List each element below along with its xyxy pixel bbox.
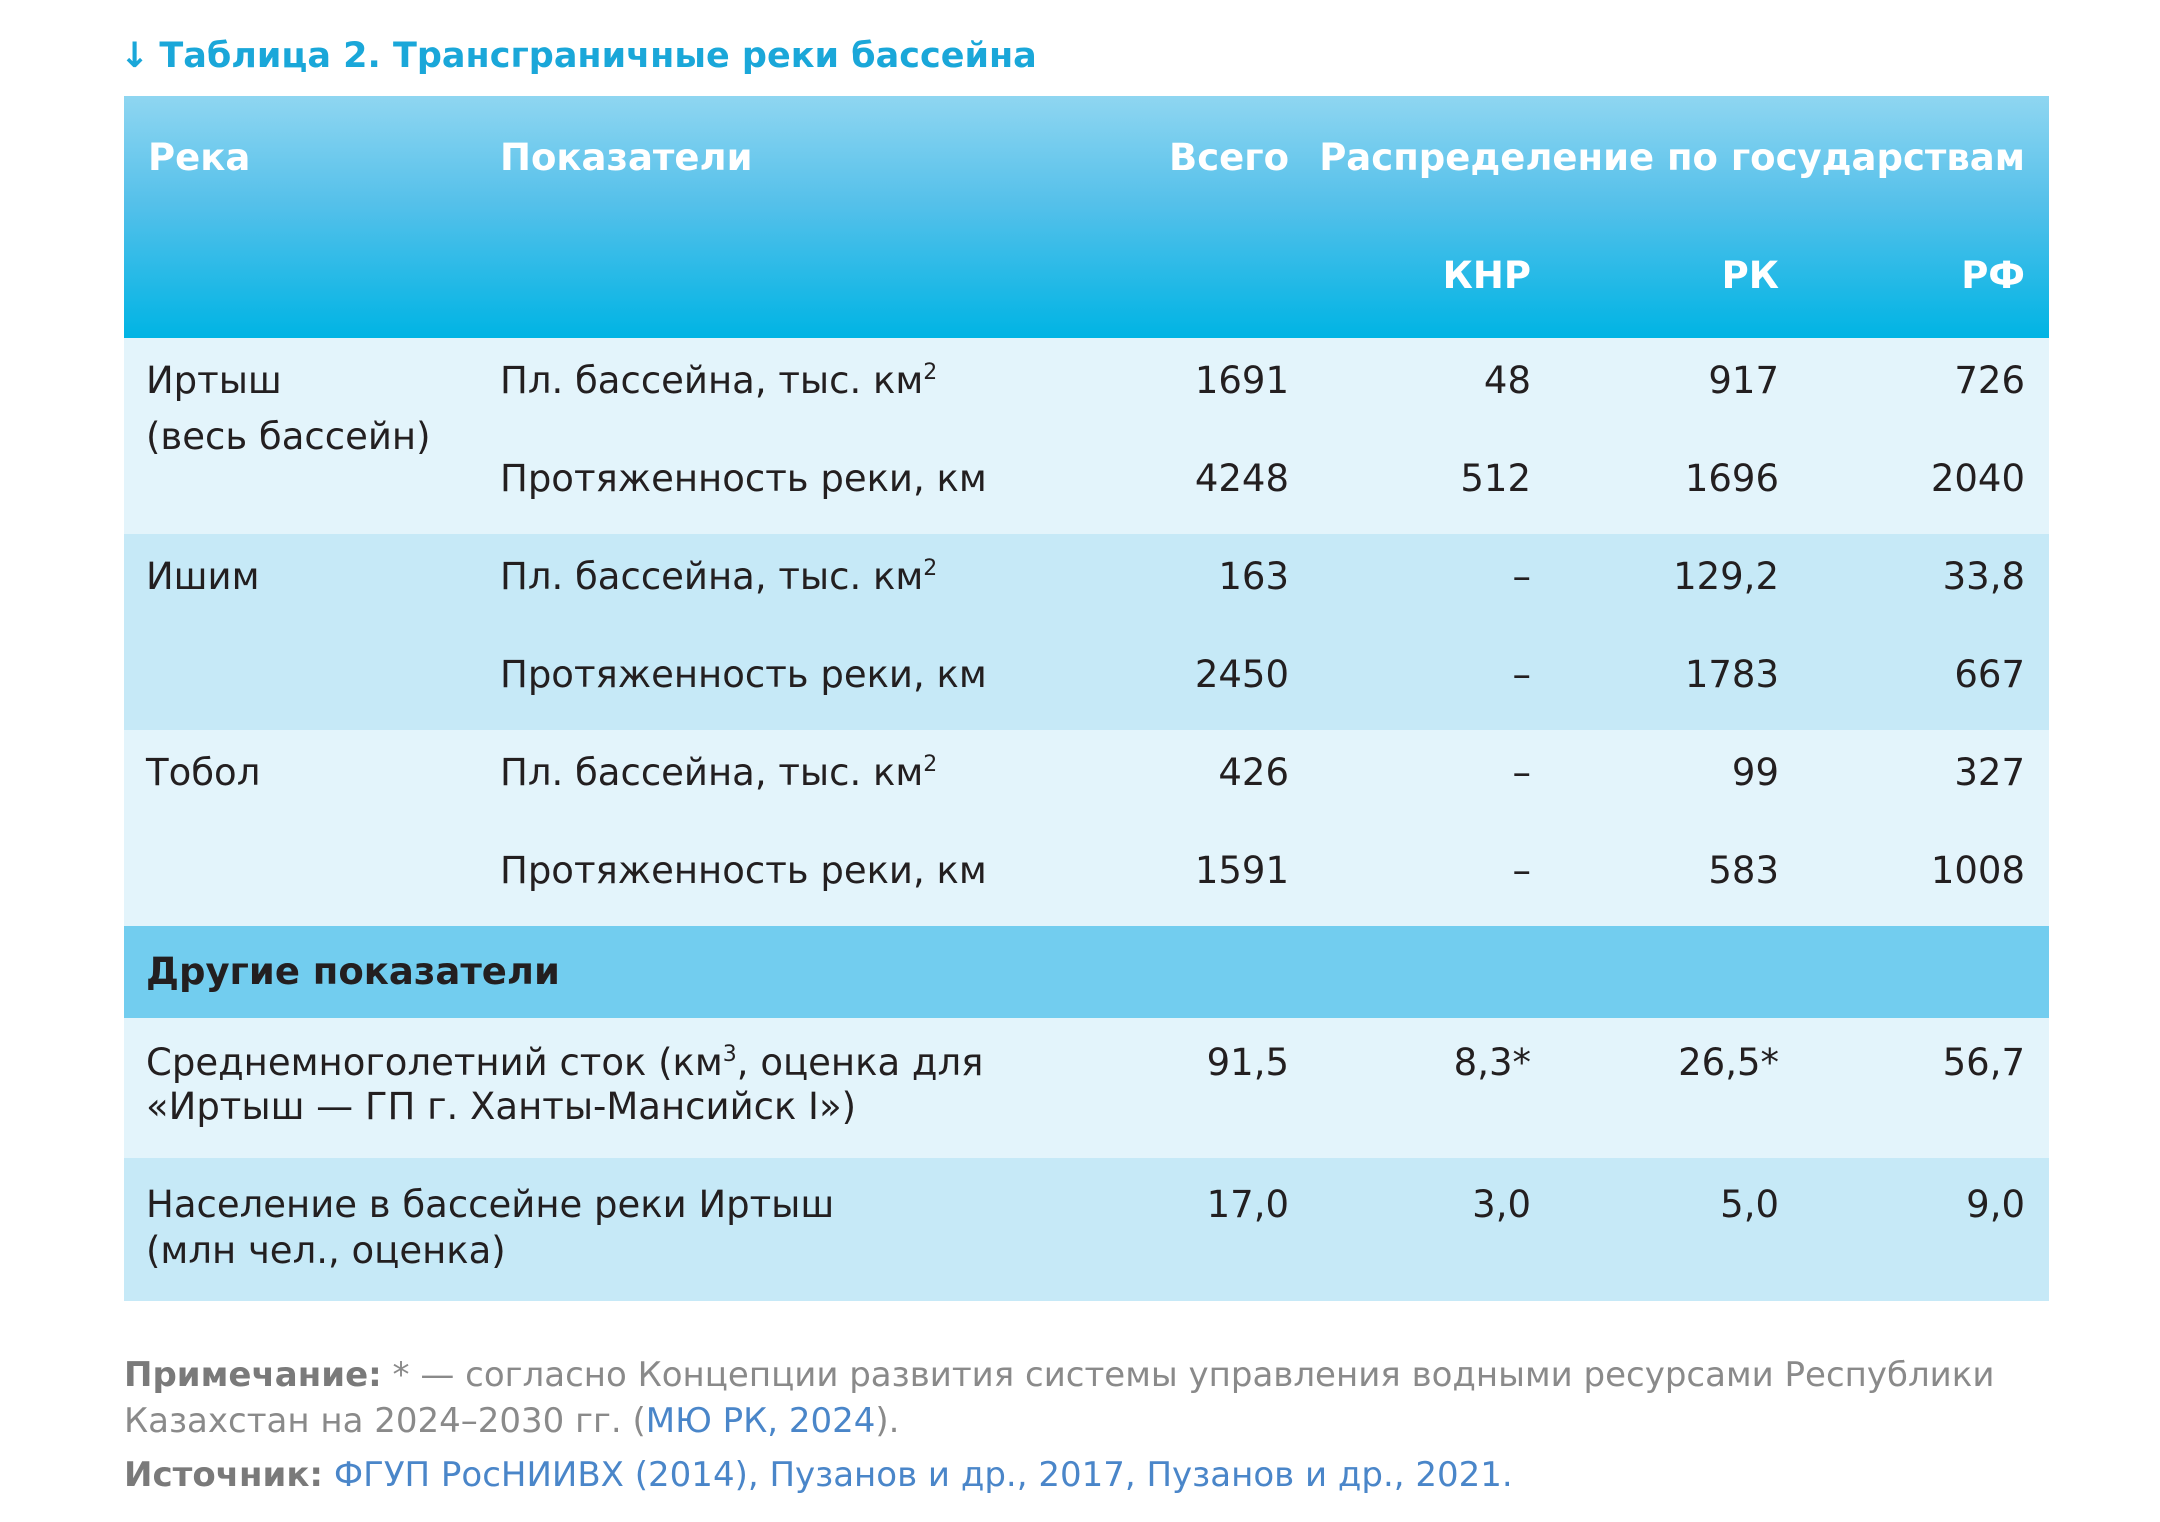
value-knr: – [1512,751,1532,794]
river-name: Тобол [146,751,261,794]
section-label: Другие показатели [146,950,560,993]
source-label: Источник: [124,1455,324,1495]
value-rk: 129,2 [1673,555,1779,598]
river-name: Иртыш [146,359,282,402]
table-note: Примечание: * — согласно Концепции разви… [124,1355,1995,1441]
other-indicator-label-line2: «Иртыш — ГП г. Ханты-Мансийск I») [146,1085,857,1128]
value-rk: 99 [1731,751,1779,794]
rivers-table: Река Показатели Всего Распределение по г… [124,96,2049,1301]
table-header: Река Показатели Всего Распределение по г… [124,96,2049,338]
value-knr: 8,3* [1453,1041,1531,1084]
value-rk: 917 [1708,359,1779,402]
value-rk: 583 [1708,849,1779,892]
value-knr: 48 [1483,359,1531,402]
value-rf: 33,8 [1942,555,2025,598]
value-knr: – [1512,555,1532,598]
table-title-text: Таблица 2. Трансграничные реки бассейна [159,36,1037,76]
value-total: 1691 [1194,359,1289,402]
other-indicator-label: Население в бассейне реки Иртыш [146,1183,835,1226]
value-rk: 1696 [1684,457,1779,500]
indicator-label: Пл. бассейна, тыс. км2 [500,751,938,794]
value-rf: 9,0 [1966,1183,2025,1226]
other-row-runoff: Среднемноголетний сток (км3, оценка для … [124,1018,2049,1158]
value-total: 4248 [1194,457,1289,500]
other-row-population: Население в бассейне реки Иртыш (млн чел… [124,1158,2049,1301]
header-distribution: Распределение по государствам [1319,136,2025,179]
header-indicators: Показатели [500,136,753,179]
value-knr: – [1512,849,1532,892]
indicator-label: Протяженность реки, км [500,457,987,500]
value-total: 426 [1218,751,1289,794]
note-reference-link[interactable]: МЮ РК, 2024 [645,1401,876,1441]
arrow-down-icon: ↓ [120,36,150,76]
table-source: Источник: ФГУП РосНИИВХ (2014), Пузанов … [124,1452,2054,1498]
other-indicator-label: Среднемноголетний сток (км3, оценка для [146,1041,984,1084]
value-rf: 327 [1954,751,2025,794]
value-rf: 667 [1954,653,2025,696]
value-knr: 3,0 [1472,1183,1531,1226]
river-name-note: (весь бассейн) [146,415,431,458]
source-links[interactable]: ФГУП РосНИИВХ (2014), Пузанов и др., 201… [333,1455,1513,1495]
river-name: Ишим [146,555,260,598]
header-river: Река [148,136,251,179]
river-group-tobol: Тобол Пл. бассейна, тыс. км2 426 – 99 32… [124,730,2049,926]
note-text: * — согласно Концепции развития системы … [124,1355,1995,1441]
section-other-indicators: Другие показатели [124,926,2049,1018]
note-label: Примечание: [124,1355,382,1395]
header-rk: РК [1721,254,1779,297]
value-total: 17,0 [1206,1183,1289,1226]
header-knr: КНР [1442,254,1531,297]
table-title: ↓ Таблица 2. Трансграничные реки бассейна [120,30,1037,82]
value-total: 163 [1218,555,1289,598]
indicator-label: Пл. бассейна, тыс. км2 [500,555,938,598]
value-rf: 1008 [1930,849,2025,892]
value-rf: 726 [1954,359,2025,402]
value-rk: 26,5* [1678,1041,1779,1084]
indicator-label: Пл. бассейна, тыс. км2 [500,359,938,402]
value-rf: 2040 [1930,457,2025,500]
header-rf: РФ [1961,254,2025,297]
value-knr: – [1512,653,1532,696]
header-total: Всего [1169,136,1289,179]
indicator-label: Протяженность реки, км [500,849,987,892]
value-total: 1591 [1194,849,1289,892]
river-group-irtysh: Иртыш (весь бассейн) Пл. бассейна, тыс. … [124,338,2049,534]
value-rf: 56,7 [1942,1041,2025,1084]
indicator-label: Протяженность реки, км [500,653,987,696]
value-knr: 512 [1460,457,1531,500]
other-indicator-label-line2: (млн чел., оценка) [146,1229,506,1272]
river-group-ishim: Ишим Пл. бассейна, тыс. км2 163 – 129,2 … [124,534,2049,730]
value-rk: 5,0 [1720,1183,1779,1226]
value-rk: 1783 [1684,653,1779,696]
value-total: 91,5 [1206,1041,1289,1084]
value-total: 2450 [1194,653,1289,696]
